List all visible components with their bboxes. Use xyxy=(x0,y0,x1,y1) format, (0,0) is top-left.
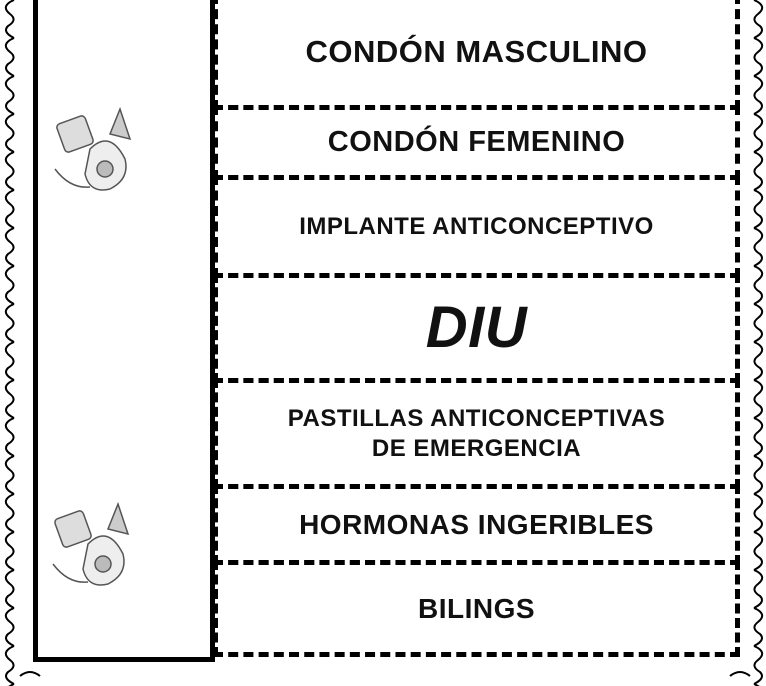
method-label: CONDÓN FEMENINO xyxy=(327,126,626,159)
method-box: PASTILLAS ANTICONCEPTIVAS DE EMERGENCIA xyxy=(213,378,740,489)
left-border xyxy=(0,0,22,686)
method-label: HORMONAS INGERIBLES xyxy=(299,509,654,540)
method-label: BILINGS xyxy=(417,593,536,624)
method-box: DIU xyxy=(213,273,740,383)
bottom-border xyxy=(19,671,751,677)
method-label: IMPLANTE ANTICONCEPTIVO xyxy=(299,212,654,240)
method-label: DIU xyxy=(425,294,528,360)
clipart-figure xyxy=(52,501,130,586)
clipart-figure xyxy=(54,106,132,191)
method-box: HORMONAS INGERIBLES xyxy=(213,484,740,565)
method-label: CONDÓN MASCULINO xyxy=(305,33,648,69)
clipart xyxy=(52,106,132,586)
left-panel xyxy=(33,0,215,662)
method-box: BILINGS xyxy=(213,560,740,657)
right-border xyxy=(746,0,766,686)
method-box: CONDÓN FEMENINO xyxy=(213,105,740,180)
method-box: IMPLANTE ANTICONCEPTIVO xyxy=(213,175,740,278)
method-label: DE EMERGENCIA xyxy=(371,434,582,462)
method-box: CONDÓN MASCULINO xyxy=(213,0,740,110)
method-label: PASTILLAS ANTICONCEPTIVAS xyxy=(287,404,666,432)
